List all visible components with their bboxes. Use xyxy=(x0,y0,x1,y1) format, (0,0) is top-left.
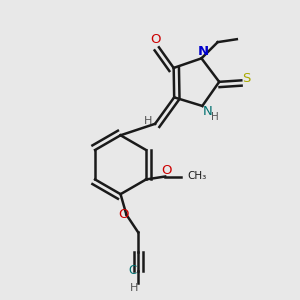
Text: C: C xyxy=(129,264,137,277)
Text: H: H xyxy=(130,283,138,293)
Text: O: O xyxy=(162,164,172,176)
Text: O: O xyxy=(151,34,161,46)
Text: CH₃: CH₃ xyxy=(188,171,207,181)
Text: N: N xyxy=(203,105,212,118)
Text: O: O xyxy=(118,208,129,221)
Text: S: S xyxy=(242,72,251,86)
Text: H: H xyxy=(143,116,152,127)
Text: N: N xyxy=(197,45,208,58)
Text: H: H xyxy=(211,112,219,122)
